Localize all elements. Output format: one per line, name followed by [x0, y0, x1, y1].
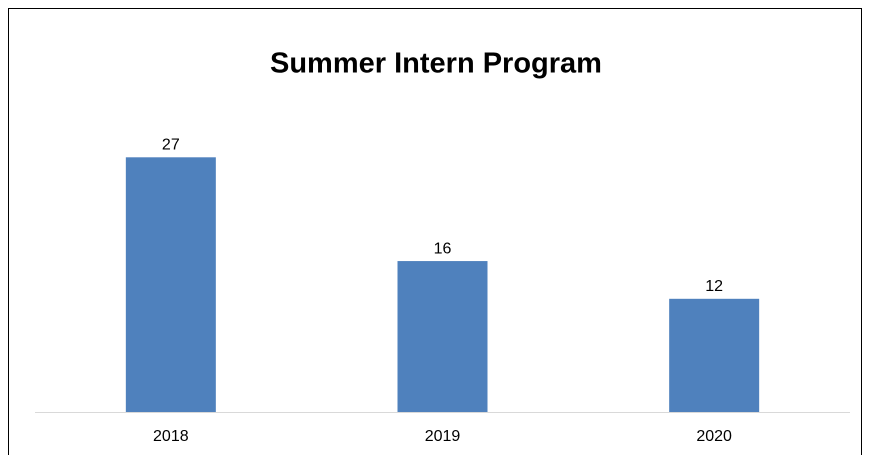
data-label: 16 — [434, 240, 452, 257]
bar — [669, 298, 760, 412]
bar — [397, 261, 488, 412]
x-tick-label: 2018 — [153, 428, 189, 445]
bar — [125, 157, 216, 412]
data-label: 12 — [705, 278, 723, 295]
x-tick-label: 2020 — [696, 428, 732, 445]
chart-title: Summer Intern Program — [270, 48, 602, 80]
x-tick-label: 2019 — [425, 428, 461, 445]
data-label: 27 — [162, 137, 180, 154]
